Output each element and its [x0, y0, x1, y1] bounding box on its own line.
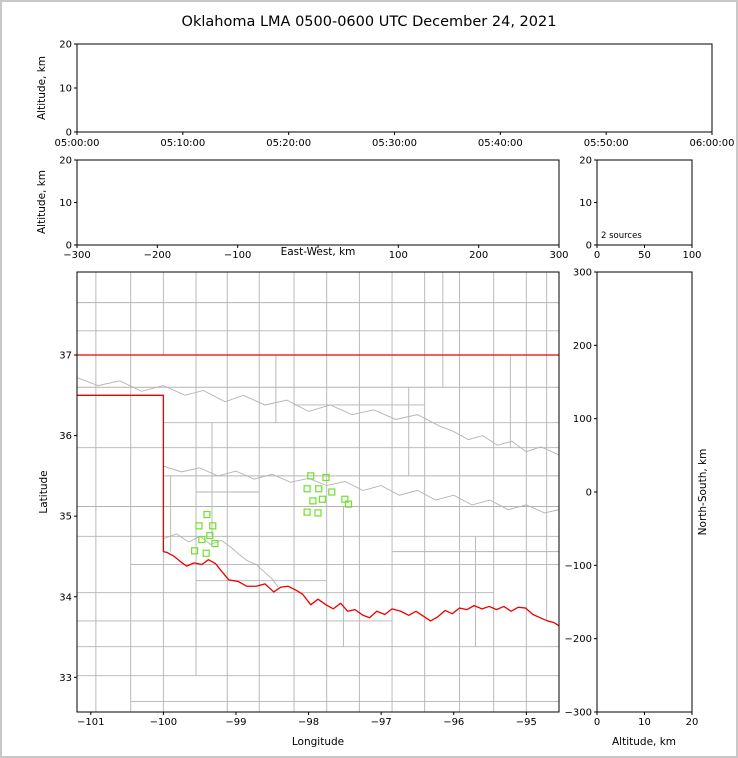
tick-label: 100 [682, 250, 701, 261]
tick-label: 300 [573, 268, 592, 279]
ns-panel-ylabel: North-South, km [697, 448, 709, 536]
river-line [163, 533, 279, 588]
map-layers [77, 272, 559, 712]
tick-label: 05:40:00 [478, 138, 523, 149]
lma-source-marker [303, 508, 311, 516]
lma-source-marker [209, 522, 217, 530]
tick-label: 0 [66, 128, 72, 139]
tick-label: 33 [59, 673, 72, 684]
tick-label: 300 [549, 250, 568, 261]
tick-label: 0 [594, 250, 600, 261]
state-boundary-line [77, 394, 559, 627]
lma-source-marker [211, 539, 219, 548]
lma-source-marker [190, 547, 199, 555]
tick-label: 36 [59, 431, 72, 442]
tick-label: 50 [638, 250, 651, 261]
tick-label: 100 [573, 414, 592, 425]
tick-label: 10 [638, 717, 651, 728]
lma-source-marker [315, 485, 323, 493]
time-panel-ylabel: Altitude, km [36, 55, 48, 121]
tick-label: −300 [63, 250, 90, 261]
tick-label: 05:20:00 [266, 138, 311, 149]
ew-panel-xlabel: East-West, km [280, 246, 356, 258]
ew-height-frame [76, 159, 560, 246]
ew-panel-ylabel: Altitude, km [36, 169, 48, 235]
tick-label: −300 [565, 708, 592, 719]
tick-label: 10 [579, 198, 592, 209]
tick-label: 05:00:00 [55, 138, 100, 149]
tick-label: 05:50:00 [584, 138, 629, 149]
lma-source-marker [318, 495, 326, 503]
lma-source-marker [328, 488, 336, 496]
tick-label: −101 [77, 717, 104, 728]
tick-label: −200 [565, 634, 592, 645]
tick-label: 34 [59, 592, 72, 603]
tick-label: −200 [144, 250, 171, 261]
tick-label: 20 [686, 717, 699, 728]
sources-count-annotation: 2 sources [601, 231, 642, 241]
tick-label: −96 [443, 717, 464, 728]
tick-label: 200 [469, 250, 488, 261]
lma-source-marker [322, 473, 330, 482]
tick-label: 10 [59, 198, 72, 209]
tick-label: 0 [586, 488, 592, 499]
lma-source-marker [341, 495, 349, 503]
time-height-frame [76, 43, 713, 133]
lma-source-marker [303, 485, 311, 493]
tick-label: 06:00:00 [690, 138, 735, 149]
lma-source-marker [195, 522, 203, 530]
tick-label: −95 [516, 717, 537, 728]
tick-label: 0 [586, 241, 592, 252]
lma-source-marker [344, 500, 353, 508]
tick-label: −100 [150, 717, 177, 728]
map-panel-ylabel: Latitude [38, 470, 50, 514]
tick-label: 0 [594, 717, 600, 728]
lma-source-marker [307, 472, 315, 480]
tick-label: −100 [565, 561, 592, 572]
lma-source-marker [202, 549, 210, 557]
tick-label: −100 [224, 250, 251, 261]
ns-panel-xlabel: Altitude, km [611, 736, 677, 748]
river-line [77, 377, 454, 432]
tick-label: 35 [59, 512, 72, 523]
lma-source-marker [203, 510, 211, 519]
lma-source-marker [314, 509, 322, 517]
tick-label: −98 [298, 717, 319, 728]
tick-label: 20 [59, 156, 72, 167]
tick-label: 05:30:00 [372, 138, 417, 149]
river-line [163, 465, 559, 514]
tick-label: 05:10:00 [160, 138, 205, 149]
tick-label: 20 [59, 40, 72, 51]
plan-view-frame [76, 271, 560, 713]
river-line [453, 431, 559, 456]
tick-label: 0 [66, 241, 72, 252]
tick-label: 200 [573, 341, 592, 352]
lma-source-marker [198, 535, 206, 544]
lma-source-marker [206, 531, 214, 540]
tick-label: 37 [59, 351, 72, 362]
tick-label: 20 [579, 156, 592, 167]
tick-label: 100 [389, 250, 408, 261]
tick-label: −97 [371, 717, 392, 728]
figure-title: Oklahoma LMA 0500-0600 UTC December 24, … [181, 14, 557, 30]
ns-height-frame [596, 271, 693, 713]
tick-label: −99 [225, 717, 246, 728]
lma-source-marker [309, 497, 317, 505]
tick-label: 10 [59, 84, 72, 95]
map-panel-xlabel: Longitude [291, 736, 345, 748]
alt-histogram-frame [596, 159, 693, 246]
